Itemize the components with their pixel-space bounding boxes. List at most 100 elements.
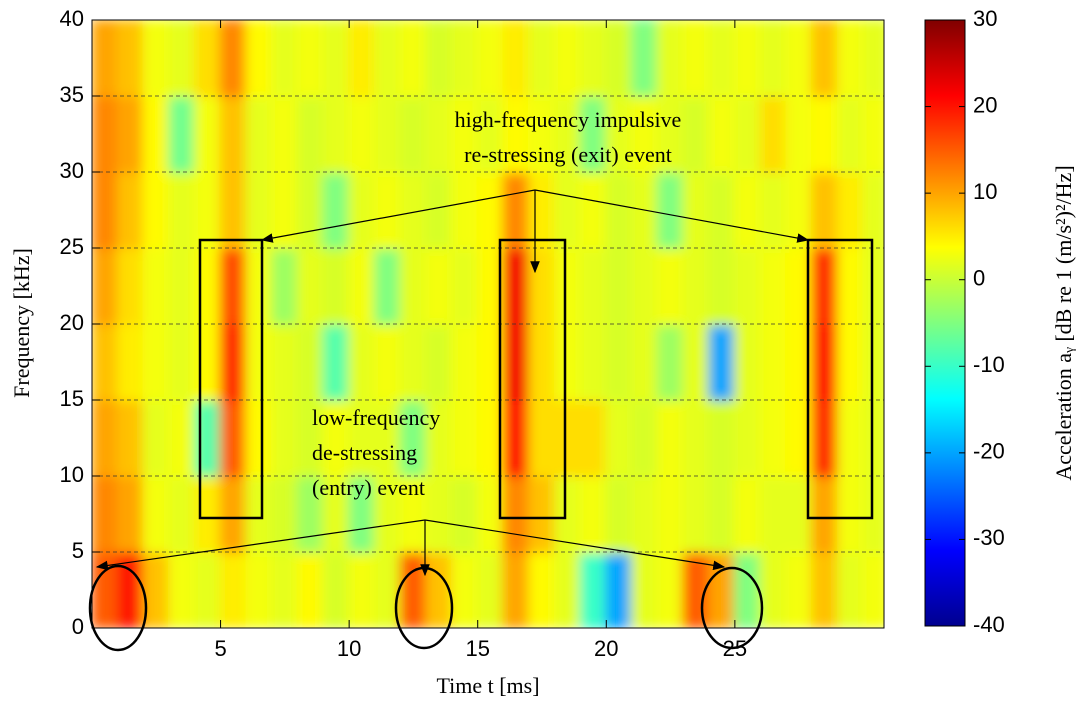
colorbar-tick-label: 10	[973, 179, 997, 204]
cell	[373, 247, 402, 325]
cell	[476, 20, 505, 97]
y-tick-label: 20	[60, 310, 84, 335]
cell	[168, 20, 196, 97]
cell	[271, 551, 299, 628]
cell	[528, 20, 556, 97]
cell	[451, 551, 479, 628]
annotation: low-frequency	[312, 405, 440, 430]
cell	[656, 20, 685, 97]
arrow	[534, 189, 810, 243]
cell	[245, 323, 273, 401]
cell	[245, 171, 273, 249]
cell	[322, 20, 351, 97]
cell	[631, 20, 659, 97]
y-tick-label: 25	[60, 234, 84, 259]
cell	[862, 551, 884, 628]
y-tick-label: 0	[72, 614, 84, 639]
cell	[682, 171, 711, 249]
cell	[785, 20, 813, 97]
colorbar	[924, 19, 966, 627]
x-tick-label: 10	[337, 636, 361, 661]
cell	[193, 171, 222, 249]
cell	[553, 95, 582, 173]
cell	[605, 399, 633, 477]
cell	[631, 247, 659, 325]
cell	[219, 95, 248, 173]
cell	[271, 247, 299, 325]
cell	[168, 399, 196, 477]
cell	[733, 171, 762, 249]
cell	[425, 20, 453, 97]
annotation: high-frequency impulsive	[455, 107, 682, 132]
cell	[296, 171, 325, 249]
cell	[553, 171, 582, 249]
arrow	[424, 519, 726, 571]
x-tick-label: 15	[465, 636, 489, 661]
colorbar-tick-label: 20	[973, 92, 997, 117]
cell	[605, 20, 633, 97]
cell	[425, 247, 453, 325]
cell	[219, 475, 248, 553]
cell	[168, 171, 196, 249]
cell	[399, 551, 428, 628]
cell	[271, 399, 299, 477]
cell	[373, 20, 402, 97]
cell	[92, 551, 119, 628]
cell	[862, 95, 884, 173]
cell	[142, 475, 171, 553]
cell	[322, 475, 351, 553]
cell	[836, 95, 865, 173]
arrow	[260, 189, 536, 243]
cell	[348, 171, 376, 249]
cell	[92, 20, 119, 97]
cell	[811, 247, 839, 325]
cell	[168, 323, 196, 401]
cell	[759, 475, 788, 553]
cell	[836, 171, 865, 249]
cell	[502, 323, 531, 401]
cell	[296, 323, 325, 401]
cell	[92, 399, 119, 477]
cell	[451, 247, 479, 325]
cell	[219, 323, 248, 401]
cell	[116, 323, 145, 401]
cell	[142, 323, 171, 401]
cell	[682, 20, 711, 97]
cell	[348, 399, 376, 477]
cell	[502, 551, 531, 628]
cell	[296, 551, 325, 628]
cell	[656, 171, 685, 249]
cell	[245, 399, 273, 477]
cell	[399, 247, 428, 325]
cell	[836, 247, 865, 325]
cell	[862, 475, 884, 553]
cell	[862, 399, 884, 477]
cell	[528, 475, 556, 553]
x-tick-label: 5	[214, 636, 226, 661]
cell	[451, 20, 479, 97]
cell	[348, 20, 376, 97]
cell	[708, 171, 736, 249]
cell	[656, 323, 685, 401]
cell	[605, 171, 633, 249]
cell	[631, 551, 659, 628]
cell	[579, 95, 608, 173]
cell	[322, 551, 351, 628]
cell	[605, 551, 633, 628]
cell	[116, 171, 145, 249]
cell	[322, 95, 351, 173]
cell	[708, 323, 736, 401]
cell	[425, 475, 453, 553]
cell	[399, 399, 428, 477]
annotation: (entry) event	[312, 475, 425, 500]
cell	[348, 475, 376, 553]
ellipse	[88, 564, 148, 652]
cell	[836, 475, 865, 553]
cell	[116, 247, 145, 325]
cell	[656, 95, 685, 173]
cell	[811, 399, 839, 477]
cell	[322, 323, 351, 401]
cell	[168, 475, 196, 553]
cell	[502, 247, 531, 325]
cell	[451, 475, 479, 553]
